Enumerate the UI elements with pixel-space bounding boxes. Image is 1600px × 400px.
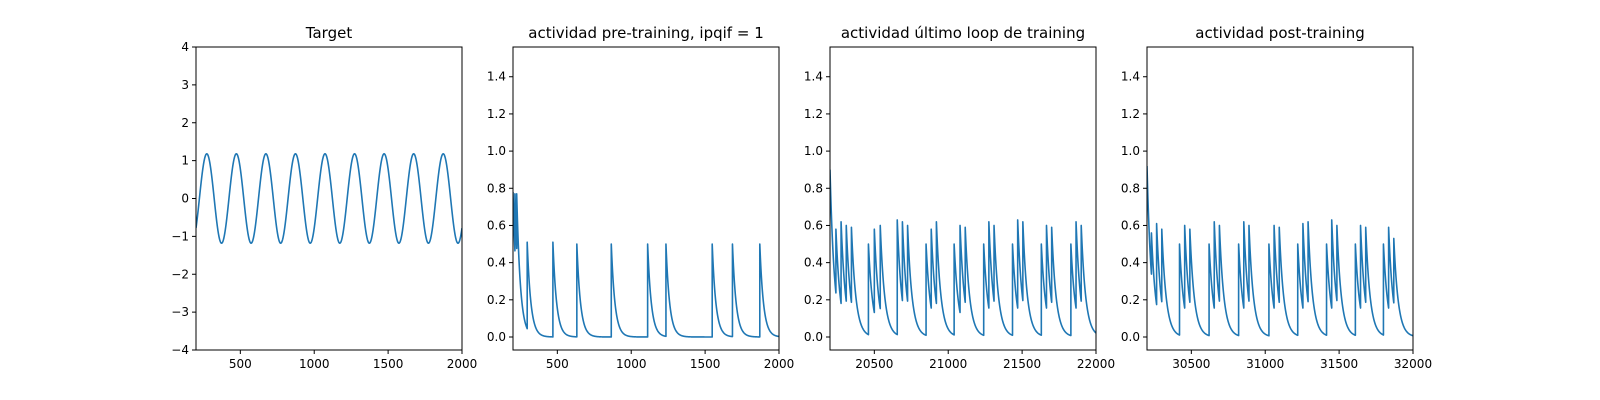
- y-tick-label: 1: [181, 154, 189, 168]
- x-tick-label: 1000: [299, 357, 330, 371]
- x-tick-label: 1500: [690, 357, 721, 371]
- series-line: [830, 169, 1096, 337]
- x-tick-label: 32000: [1394, 357, 1432, 371]
- y-tick-label: 0.8: [1121, 181, 1140, 195]
- x-tick-label: 22000: [1077, 357, 1115, 371]
- y-tick-label: 0.0: [487, 330, 506, 344]
- series-line: [1147, 165, 1413, 337]
- y-tick-label: −1: [171, 229, 189, 243]
- x-tick-label: 21000: [929, 357, 967, 371]
- y-tick-label: 1.2: [487, 107, 506, 121]
- y-tick-label: 2: [181, 116, 189, 130]
- subplot-post-training: actividad post-training 30500 31000 31500 3…: [1121, 24, 1432, 371]
- x-tick-label: 31000: [1246, 357, 1284, 371]
- y-tick-label: 1.0: [487, 144, 506, 158]
- x-tick-label: 31500: [1320, 357, 1358, 371]
- y-tick-label: −3: [171, 305, 189, 319]
- y-tick-label: 1.4: [1121, 70, 1140, 84]
- y-tick-label: 0.6: [804, 218, 823, 232]
- y-tick-label: 0.2: [1121, 293, 1140, 307]
- axes-frame: [829, 46, 1097, 351]
- x-tick-label: 20500: [855, 357, 893, 371]
- y-tick-label: 1.0: [804, 144, 823, 158]
- y-tick-label: 0.2: [487, 293, 506, 307]
- x-tick-label: 2000: [447, 357, 478, 371]
- axes-frame: [512, 46, 780, 351]
- y-tick-label: 0.6: [1121, 218, 1140, 232]
- x-tick-label: 2000: [764, 357, 795, 371]
- y-tick-label: 1.0: [1121, 144, 1140, 158]
- y-tick-label: 1.4: [804, 70, 823, 84]
- x-tick-label: 1000: [616, 357, 647, 371]
- y-tick-label: 0.4: [804, 256, 823, 270]
- y-tick-label: 0.2: [804, 293, 823, 307]
- subplot-title: actividad último loop de training: [841, 24, 1085, 42]
- y-tick-label: 4: [181, 40, 189, 54]
- series-line: [513, 191, 779, 338]
- y-tick-label: −4: [171, 343, 189, 357]
- y-tick-label: −2: [171, 267, 189, 281]
- x-tick-label: 500: [546, 357, 569, 371]
- subplot-title: Target: [305, 24, 353, 42]
- y-tick-label: 0: [181, 192, 189, 206]
- y-tick-label: 0.0: [804, 330, 823, 344]
- x-tick-label: 30500: [1172, 357, 1210, 371]
- x-tick-label: 500: [229, 357, 252, 371]
- y-tick-label: 1.2: [804, 107, 823, 121]
- x-tick-label: 1500: [373, 357, 404, 371]
- y-tick-label: 0.8: [487, 181, 506, 195]
- series-line: [196, 153, 462, 244]
- y-tick-label: 0.6: [487, 218, 506, 232]
- y-tick-label: 0.4: [487, 256, 506, 270]
- subplot-title: actividad pre-training, ipqif = 1: [528, 24, 764, 42]
- subplot-pre-training: actividad pre-training, ipqif = 1 500 100…: [487, 24, 794, 371]
- y-tick-label: 0.0: [1121, 330, 1140, 344]
- x-tick-label: 21500: [1003, 357, 1041, 371]
- y-tick-label: 3: [181, 78, 189, 92]
- subplot-title: actividad post-training: [1195, 24, 1364, 42]
- subplot-last-training-loop: actividad último loop de training 20500 2…: [804, 24, 1115, 371]
- y-tick-label: 1.4: [487, 70, 506, 84]
- y-tick-label: 1.2: [1121, 107, 1140, 121]
- axes-frame: [1146, 46, 1414, 351]
- y-tick-label: 0.8: [804, 181, 823, 195]
- y-tick-label: 0.4: [1121, 256, 1140, 270]
- subplot-target: Target 500 1000 1500 2000 −4 −3 −2 −1 0 1 2 3 4: [171, 24, 477, 371]
